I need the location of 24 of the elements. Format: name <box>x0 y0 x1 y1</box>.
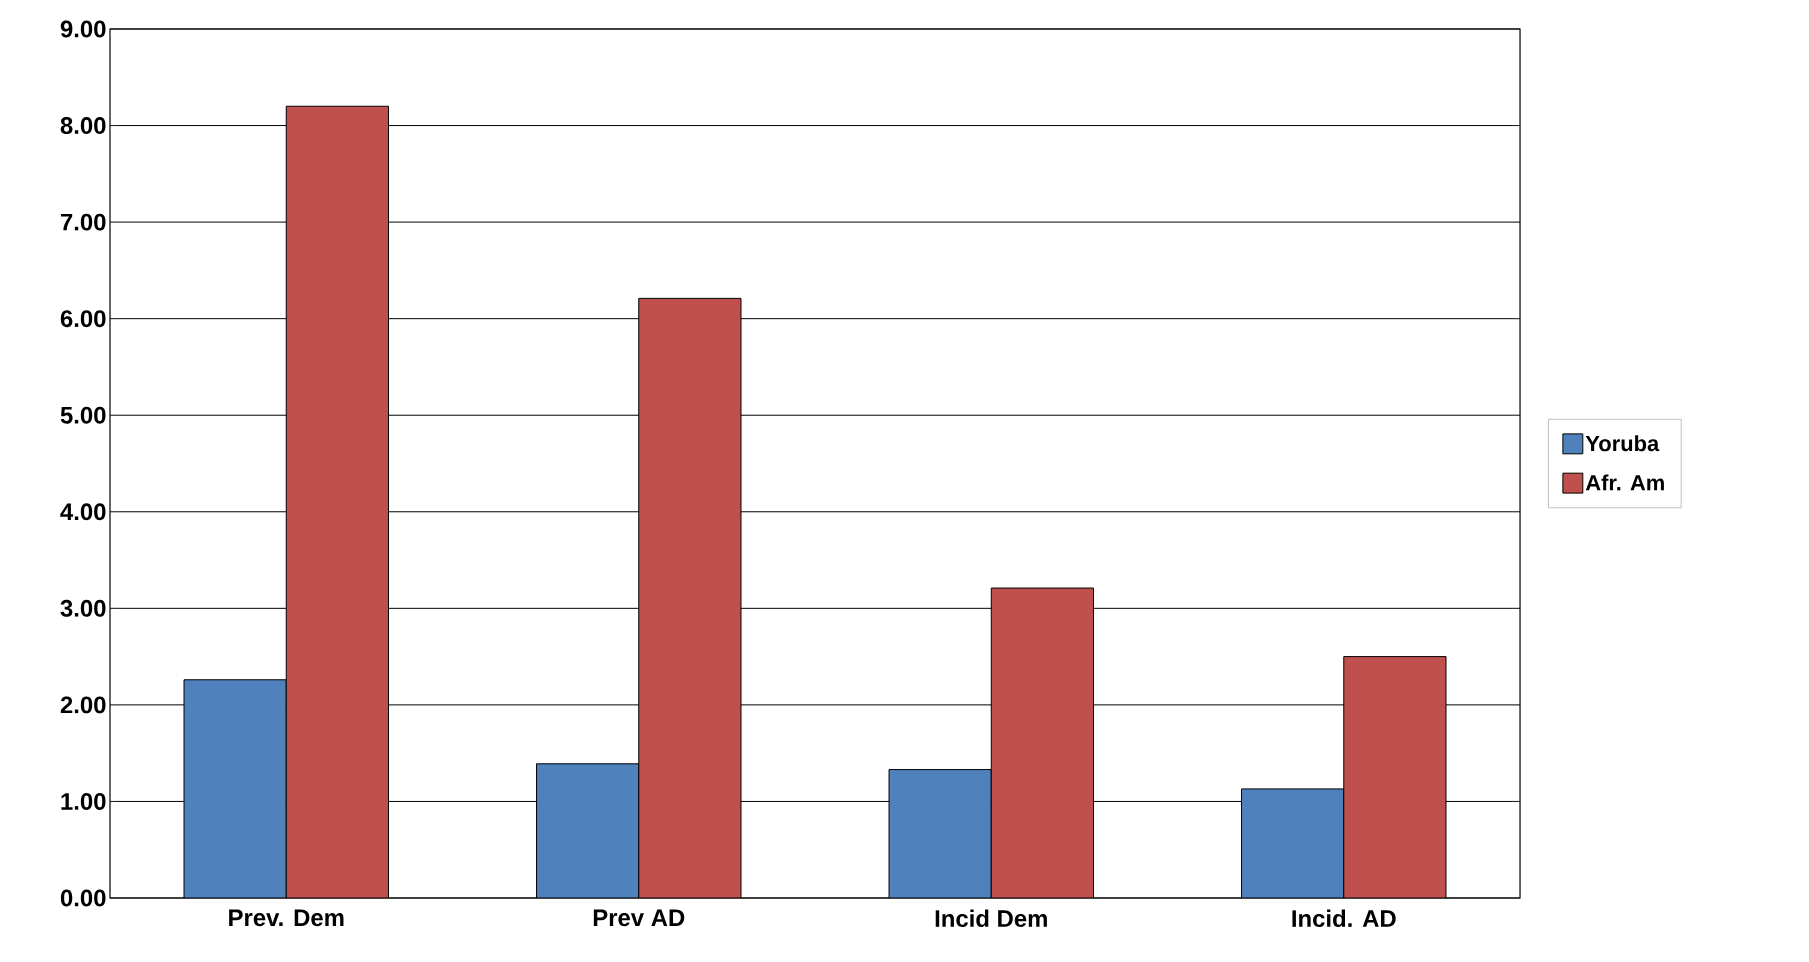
y-tick-label: 6.00 <box>60 310 106 328</box>
y-tick-label: 3.00 <box>60 599 106 617</box>
x-tick-label: Incid Dem <box>935 909 1047 928</box>
y-tick-label: 8.00 <box>60 117 106 135</box>
legend-label: Yoruba <box>1585 435 1660 452</box>
bar <box>285 105 389 898</box>
bar <box>536 763 640 898</box>
y-tick-label: 5.00 <box>60 406 106 424</box>
bar <box>990 587 1094 898</box>
bar <box>638 297 742 898</box>
x-tick-label: Incid. AD <box>1292 909 1396 928</box>
y-tick-label: 7.00 <box>60 213 106 231</box>
bar <box>1241 788 1345 898</box>
y-tick-label: 0.00 <box>60 889 106 907</box>
bar <box>888 769 992 898</box>
bar <box>1343 656 1447 898</box>
legend-label: Afr. Am <box>1585 474 1664 491</box>
y-tick-label: 4.00 <box>60 503 106 521</box>
y-tick-label: 9.00 <box>60 20 106 38</box>
bar <box>183 679 287 898</box>
x-tick-label: Prev AD <box>593 909 685 927</box>
y-tick-label: 1.00 <box>61 792 106 810</box>
y-tick-label: 2.00 <box>60 696 106 714</box>
x-tick-label: Prev. Dem <box>229 909 344 927</box>
